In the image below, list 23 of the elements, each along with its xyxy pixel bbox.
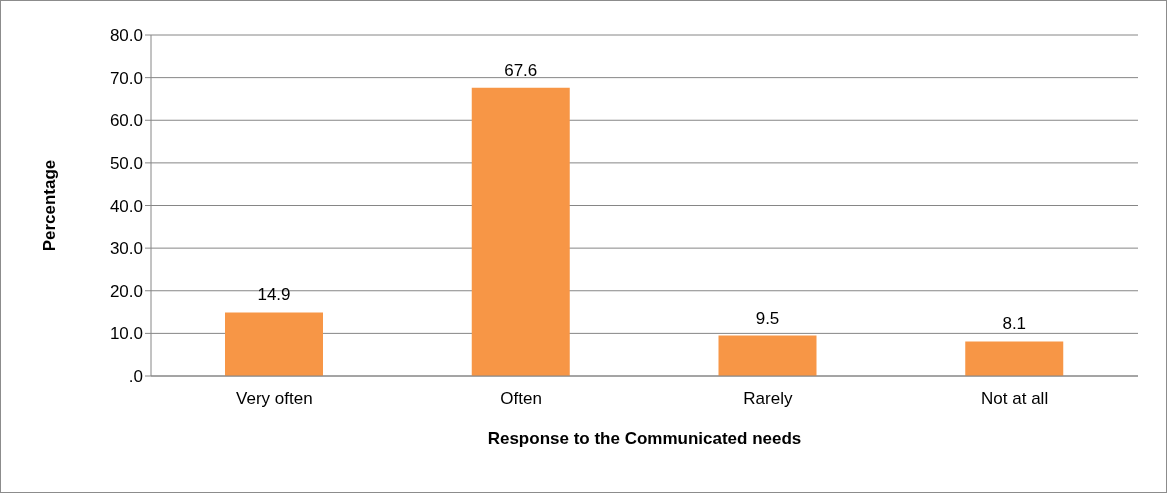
y-tick-label: 20.0 xyxy=(109,281,143,301)
data-label: 67.6 xyxy=(504,60,538,80)
x-tick-label: Rarely xyxy=(743,389,793,409)
y-tick-label: 40.0 xyxy=(109,196,143,216)
data-label: 9.5 xyxy=(755,308,780,328)
data-label: 8.1 xyxy=(1002,314,1027,334)
x-tick-label: Very often xyxy=(236,389,313,409)
y-axis-title: Percentage xyxy=(40,159,60,252)
bar xyxy=(718,335,817,376)
bar xyxy=(471,87,570,376)
bar xyxy=(225,312,323,376)
x-tick-label: Not at all xyxy=(981,389,1049,409)
y-tick-label: 60.0 xyxy=(109,111,143,131)
data-label: 14.9 xyxy=(257,285,291,305)
y-tick-label: 50.0 xyxy=(109,153,143,173)
bar xyxy=(965,341,1064,376)
x-axis-title: Response to the Communicated needs xyxy=(487,429,802,448)
x-tick-label: Often xyxy=(500,389,542,409)
y-tick-label: .0 xyxy=(128,367,143,387)
y-tick-label: 80.0 xyxy=(109,26,143,46)
y-tick-label: 10.0 xyxy=(109,324,143,344)
y-tick-label: 30.0 xyxy=(109,239,143,259)
y-tick-label: 70.0 xyxy=(109,68,143,88)
